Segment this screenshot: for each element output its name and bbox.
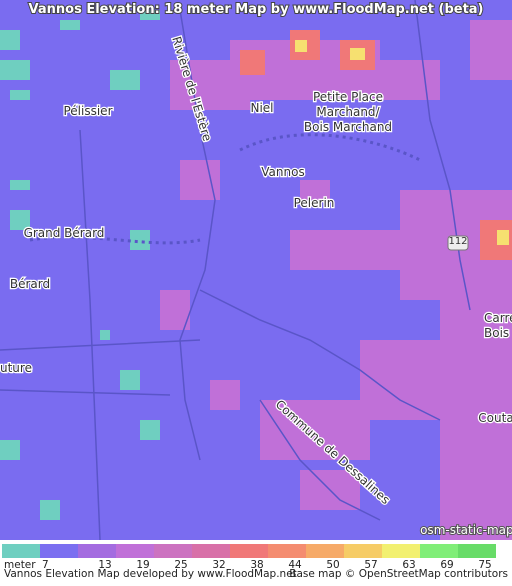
legend-swatch (2, 544, 40, 558)
legend-tick-label: 44 (288, 559, 302, 571)
low-terrain (0, 10, 160, 520)
legend-swatch (192, 544, 230, 558)
footer-right: Base map © OpenStreetMap contributors (289, 568, 508, 580)
legend-tick-label: 7 (42, 559, 49, 571)
legend-tick-label: 25 (174, 559, 187, 571)
legend-tick-label: 57 (364, 559, 377, 571)
legend-swatch (344, 544, 382, 558)
legend-swatch (116, 544, 154, 558)
place-label: osm-static-maps (420, 523, 512, 537)
legend-unit: meter (4, 559, 36, 571)
place-label: 112 (448, 236, 467, 247)
place-label: Bérard (10, 277, 50, 291)
footer-left: Vannos Elevation Map developed by www.Fl… (4, 568, 297, 580)
legend-swatch (78, 544, 116, 558)
legend-tick-label: 69 (440, 559, 453, 571)
summit-terrain (295, 40, 509, 245)
legend-swatch (306, 544, 344, 558)
place-label: Pélissier (63, 104, 112, 118)
legend-swatch (40, 544, 78, 558)
road-shield (447, 235, 469, 251)
place-label: Marchand/ (316, 105, 380, 119)
place-label: Grand Bérard (24, 226, 105, 240)
place-label: uture (0, 361, 32, 375)
legend-swatch (420, 544, 458, 558)
place-label: Couta (478, 411, 512, 425)
legend-tick-label: 50 (326, 559, 339, 571)
place-label: Pelerin (294, 196, 335, 210)
legend-swatch (268, 544, 306, 558)
place-label: Petite Place (313, 90, 383, 104)
legend-tick-label: 38 (250, 559, 263, 571)
legend: meter7131925323844505763697582 (2, 544, 496, 571)
legend-swatch (458, 544, 496, 558)
map-title: Vannos Elevation: 18 meter Map by www.Fl… (29, 2, 484, 17)
legend-tick-label: 63 (402, 559, 415, 571)
legend-swatch (230, 544, 268, 558)
legend-tick-label: 75 (478, 559, 491, 571)
legend-tick-label: 19 (136, 559, 149, 571)
legend-swatch (154, 544, 192, 558)
legend-tick-label: 32 (212, 559, 225, 571)
place-label: Niel (250, 101, 273, 115)
place-label: Carrefou (484, 311, 512, 325)
legend-swatch (382, 544, 420, 558)
roads-rivers (0, 0, 471, 541)
map (0, 0, 512, 541)
place-label: Bois (484, 326, 509, 340)
place-label: Vannos (261, 165, 304, 179)
legend-tick-label: 13 (98, 559, 111, 571)
place-label: Bois Marchand (304, 120, 392, 134)
